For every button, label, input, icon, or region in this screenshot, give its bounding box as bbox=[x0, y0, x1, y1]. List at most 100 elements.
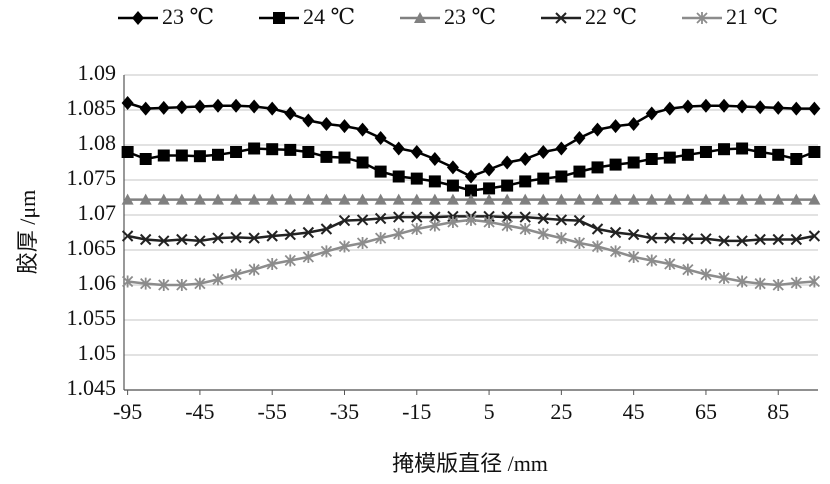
marker bbox=[248, 193, 261, 205]
marker bbox=[627, 156, 640, 169]
marker bbox=[284, 143, 297, 156]
marker bbox=[338, 151, 351, 164]
marker bbox=[772, 193, 785, 205]
marker bbox=[519, 193, 532, 205]
marker bbox=[392, 193, 405, 205]
marker bbox=[609, 193, 622, 205]
marker bbox=[645, 193, 658, 205]
y-tick-label: 1.085 bbox=[67, 95, 117, 120]
legend-label: 23 ℃ bbox=[444, 4, 496, 29]
marker bbox=[356, 122, 369, 137]
marker bbox=[483, 182, 496, 195]
marker bbox=[483, 162, 496, 177]
marker bbox=[320, 223, 333, 235]
marker bbox=[211, 98, 224, 113]
marker bbox=[211, 148, 224, 161]
marker bbox=[754, 146, 767, 158]
marker bbox=[374, 212, 387, 225]
marker bbox=[338, 193, 351, 205]
marker bbox=[555, 193, 568, 205]
marker bbox=[682, 233, 694, 245]
y-tick-label: 1.055 bbox=[67, 305, 117, 330]
marker bbox=[790, 101, 803, 116]
marker bbox=[555, 141, 568, 156]
marker bbox=[573, 237, 586, 249]
marker bbox=[338, 119, 351, 134]
marker bbox=[284, 228, 296, 241]
x-tick-label: -15 bbox=[402, 399, 431, 424]
marker bbox=[555, 232, 568, 245]
marker bbox=[230, 146, 243, 158]
marker bbox=[808, 146, 821, 158]
marker bbox=[555, 214, 568, 226]
marker bbox=[212, 273, 224, 286]
marker bbox=[410, 172, 423, 185]
marker bbox=[808, 275, 821, 288]
marker bbox=[808, 230, 821, 242]
marker bbox=[139, 101, 152, 116]
marker bbox=[429, 211, 441, 223]
marker bbox=[248, 232, 260, 244]
marker bbox=[414, 12, 426, 23]
marker bbox=[121, 275, 134, 288]
marker bbox=[139, 233, 152, 246]
marker bbox=[681, 148, 694, 161]
marker bbox=[140, 277, 152, 290]
marker bbox=[157, 193, 170, 205]
marker bbox=[537, 227, 549, 240]
marker bbox=[194, 277, 206, 290]
marker bbox=[591, 193, 604, 205]
marker bbox=[266, 193, 279, 205]
marker bbox=[555, 170, 568, 183]
marker bbox=[175, 149, 188, 162]
marker bbox=[700, 268, 712, 281]
marker bbox=[736, 142, 749, 155]
marker bbox=[609, 158, 622, 171]
marker bbox=[356, 156, 369, 169]
marker bbox=[302, 193, 315, 205]
marker bbox=[302, 251, 314, 263]
marker bbox=[193, 150, 206, 163]
marker bbox=[392, 141, 405, 156]
marker bbox=[465, 169, 477, 184]
marker bbox=[266, 143, 279, 156]
marker bbox=[212, 232, 224, 244]
marker bbox=[157, 149, 170, 162]
marker bbox=[537, 212, 549, 225]
marker bbox=[266, 101, 279, 116]
x-tick-label: 85 bbox=[767, 399, 789, 424]
y-tick-label: 1.05 bbox=[78, 340, 117, 365]
marker bbox=[273, 12, 285, 24]
marker bbox=[645, 153, 658, 165]
marker bbox=[790, 276, 802, 289]
marker bbox=[646, 232, 658, 244]
x-tick-label: -55 bbox=[258, 399, 287, 424]
marker bbox=[663, 101, 676, 116]
marker bbox=[754, 277, 766, 290]
marker bbox=[718, 193, 731, 205]
marker bbox=[211, 193, 224, 205]
marker bbox=[465, 184, 477, 197]
marker bbox=[681, 99, 694, 114]
marker bbox=[537, 193, 550, 205]
marker bbox=[790, 153, 803, 165]
marker bbox=[284, 106, 297, 121]
marker bbox=[808, 101, 821, 116]
y-tick-label: 1.09 bbox=[78, 60, 117, 85]
marker bbox=[573, 214, 586, 227]
marker bbox=[248, 99, 261, 114]
marker bbox=[609, 226, 622, 239]
legend-label: 22 ℃ bbox=[585, 4, 637, 29]
marker bbox=[320, 245, 333, 258]
marker bbox=[121, 193, 134, 205]
marker bbox=[446, 179, 459, 192]
marker bbox=[591, 223, 604, 235]
marker bbox=[428, 193, 441, 205]
marker bbox=[320, 150, 333, 163]
x-axis-label: 掩模版直径 /mm bbox=[392, 451, 548, 476]
marker bbox=[718, 98, 731, 113]
marker bbox=[429, 219, 441, 232]
marker bbox=[790, 193, 803, 205]
y-tick-label: 1.07 bbox=[78, 200, 117, 225]
